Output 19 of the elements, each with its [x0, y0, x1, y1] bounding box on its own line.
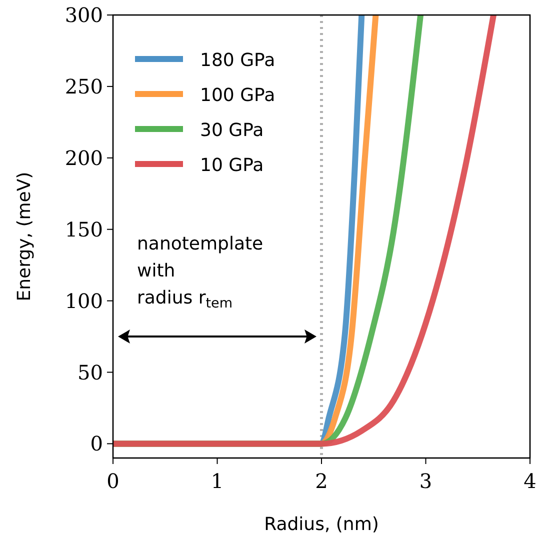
x-tick-label: 0 [106, 469, 120, 493]
legend-label: 30 GPa [200, 120, 264, 141]
legend-label: 100 GPa [200, 85, 276, 106]
x-tick-label: 4 [524, 469, 536, 493]
y-tick-label: 250 [64, 74, 103, 98]
y-tick-label: 200 [64, 146, 103, 170]
legend-label: 180 GPa [200, 50, 276, 71]
y-tick-label: 0 [90, 432, 103, 456]
x-tick-label: 1 [210, 469, 224, 493]
y-tick-label: 50 [78, 360, 103, 384]
x-tick-label: 2 [315, 469, 328, 493]
y-tick-label: 150 [64, 217, 103, 242]
x-tick-label: 3 [419, 469, 432, 493]
legend-label: 10 GPa [200, 155, 264, 176]
x-axis-title: Radius, (nm) [264, 514, 379, 535]
y-axis-title: Energy, (meV) [14, 172, 35, 302]
annotation: nanotemplate with radius r$_{tem}$ [137, 233, 264, 311]
y-tick-label: 100 [64, 288, 103, 313]
y-tick-label: 300 [64, 3, 103, 27]
